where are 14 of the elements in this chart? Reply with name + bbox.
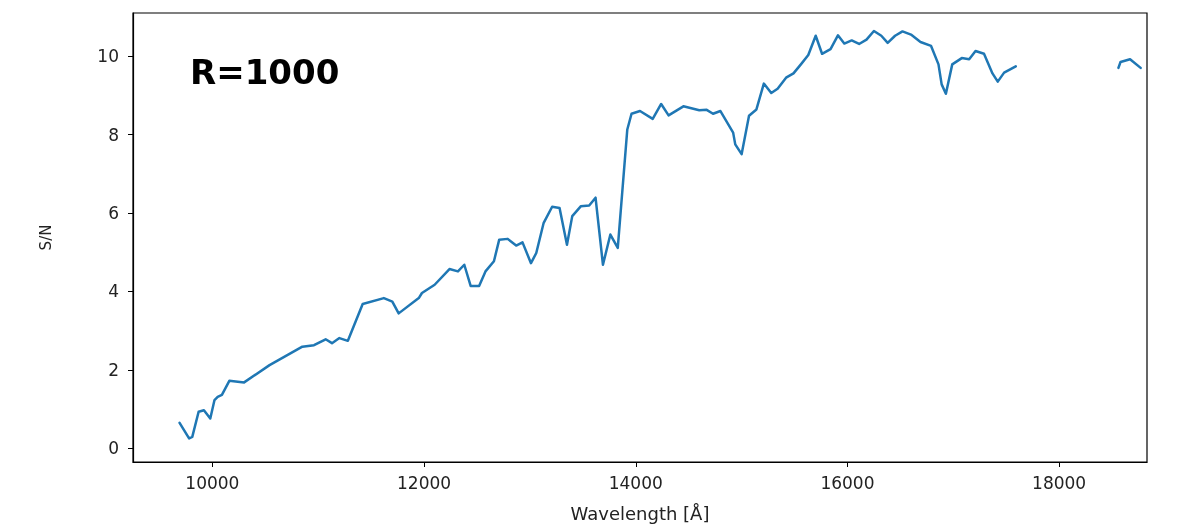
y-axis-title: S/N [36, 224, 55, 251]
y-tick-label: 8 [108, 124, 119, 145]
y-tick-label: 4 [108, 281, 119, 302]
y-tick-label: 6 [108, 202, 119, 223]
x-tick-label: 16000 [820, 472, 875, 493]
annotation: R=1000 [190, 52, 340, 92]
x-tick-label: 12000 [397, 472, 452, 493]
x-tick-label: 10000 [185, 472, 240, 493]
y-tick-label: 10 [97, 46, 119, 67]
x-axis-title: Wavelength [Å] [570, 502, 710, 524]
y-tick-label: 0 [108, 438, 119, 459]
x-tick-label: 18000 [1032, 472, 1087, 493]
x-tick-label: 14000 [608, 472, 663, 493]
y-tick-label: 2 [108, 359, 119, 380]
